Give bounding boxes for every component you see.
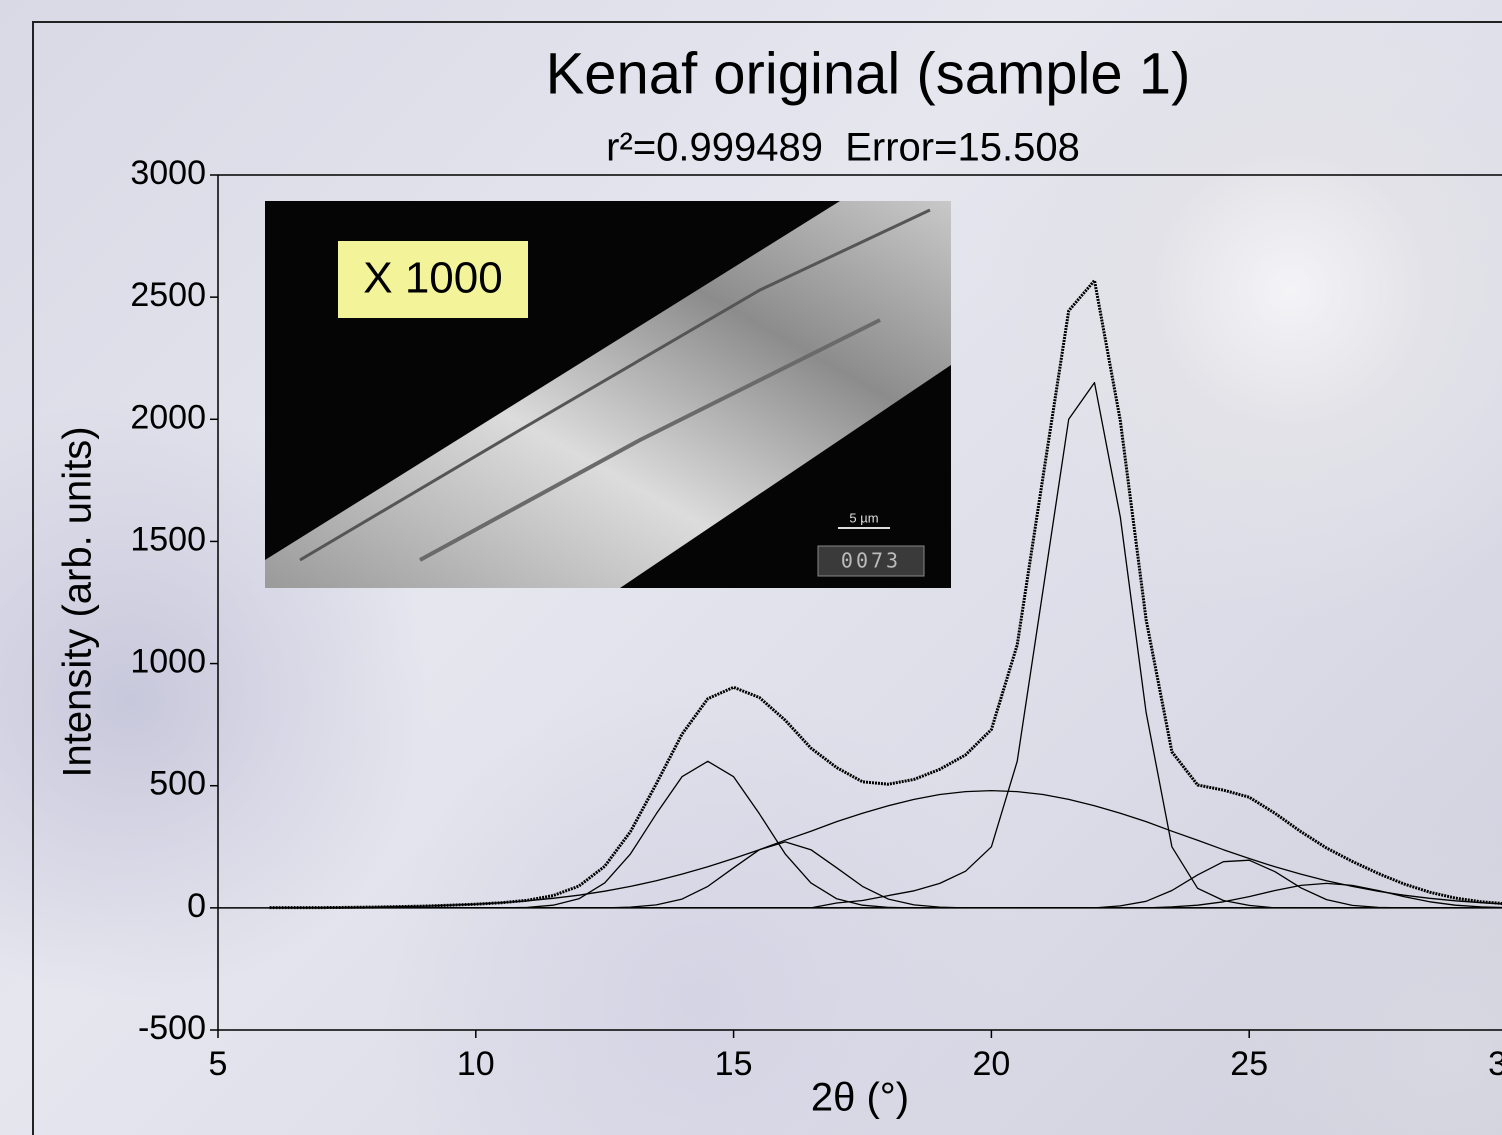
y-tick-label: 500 <box>149 765 206 803</box>
fit-total-line <box>269 279 1502 910</box>
x-tick-label: 5 <box>209 1045 228 1083</box>
chart-subtitle: r²=0.999489 Error=15.508 <box>606 126 1080 170</box>
chart-title: Kenaf original (sample 1) <box>546 41 1191 106</box>
y-tick-label: 0 <box>187 887 206 925</box>
y-tick-label: 1000 <box>130 643 206 681</box>
peak-line <box>269 789 1502 909</box>
counter-label: 0073 <box>841 549 901 573</box>
peak-line <box>269 841 1502 909</box>
y-axis-label: Intensity (arb. units) <box>56 426 100 777</box>
y-tick-label: 1500 <box>130 520 206 558</box>
x-tick-label: 15 <box>715 1045 753 1083</box>
peak-line <box>269 882 1502 909</box>
fiber <box>265 201 951 588</box>
y-tick-label: 2000 <box>130 398 206 436</box>
x-tick-label: 20 <box>972 1045 1010 1083</box>
y-tick-label: -500 <box>138 1009 206 1047</box>
x-tick-label: 30 <box>1488 1045 1502 1083</box>
frame <box>32 21 1502 1135</box>
x-tick-label: 25 <box>1230 1045 1268 1083</box>
y-tick-label: 2500 <box>130 276 206 314</box>
y-tick-label: 3000 <box>130 154 206 192</box>
annotation-box <box>338 241 528 318</box>
plot-area: -500 0 500 1000 1500 2000 2500 3000 5 10 15 20 25 30 <box>130 154 1502 1083</box>
x-tick-label: 10 <box>457 1045 495 1083</box>
counter-box <box>817 545 925 577</box>
x-axis-label: 2θ (°) <box>811 1076 909 1120</box>
scale-bar-label: 5 µm <box>849 510 878 525</box>
fiber-groove <box>419 318 881 562</box>
annotation: X 1000 <box>363 254 502 303</box>
inset-image: 5 µm 0073 X 1000 <box>265 201 951 588</box>
fiber-groove <box>299 208 931 562</box>
